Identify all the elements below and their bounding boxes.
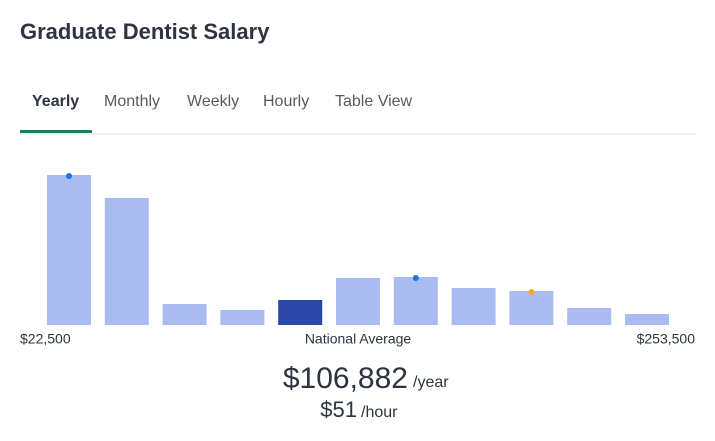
hourly-unit: /hour <box>361 404 398 421</box>
bar <box>336 278 380 325</box>
tab[interactable]: Weekly <box>187 93 239 110</box>
x-center-label: National Average <box>305 331 412 347</box>
marker-dot <box>528 289 535 295</box>
bar <box>47 175 91 325</box>
yearly-unit: /year <box>413 374 449 391</box>
yearly-salary: $106,882 <box>283 362 408 395</box>
bar <box>567 308 612 325</box>
x-max-label: $253,500 <box>637 331 696 347</box>
active-tab-indicator <box>20 130 92 133</box>
tab[interactable]: Table View <box>335 93 413 110</box>
bar <box>451 288 496 325</box>
marker-dot <box>66 173 72 179</box>
bar <box>278 300 323 325</box>
tab[interactable]: Yearly <box>32 93 79 110</box>
bar <box>393 277 438 325</box>
bar <box>220 310 265 325</box>
bar <box>509 291 554 325</box>
tab[interactable]: Monthly <box>104 93 160 110</box>
tab[interactable]: Hourly <box>263 93 309 110</box>
bar <box>162 304 207 325</box>
x-min-label: $22,500 <box>20 331 71 347</box>
hourly-salary: $51 <box>320 397 357 422</box>
bar <box>104 198 149 325</box>
histogram <box>47 173 669 325</box>
marker-dot <box>412 275 419 281</box>
bar <box>625 314 669 325</box>
title: Graduate Dentist Salary <box>20 19 270 44</box>
tab-bar: Yearly Monthly Weekly Hourly Table View <box>32 93 413 110</box>
